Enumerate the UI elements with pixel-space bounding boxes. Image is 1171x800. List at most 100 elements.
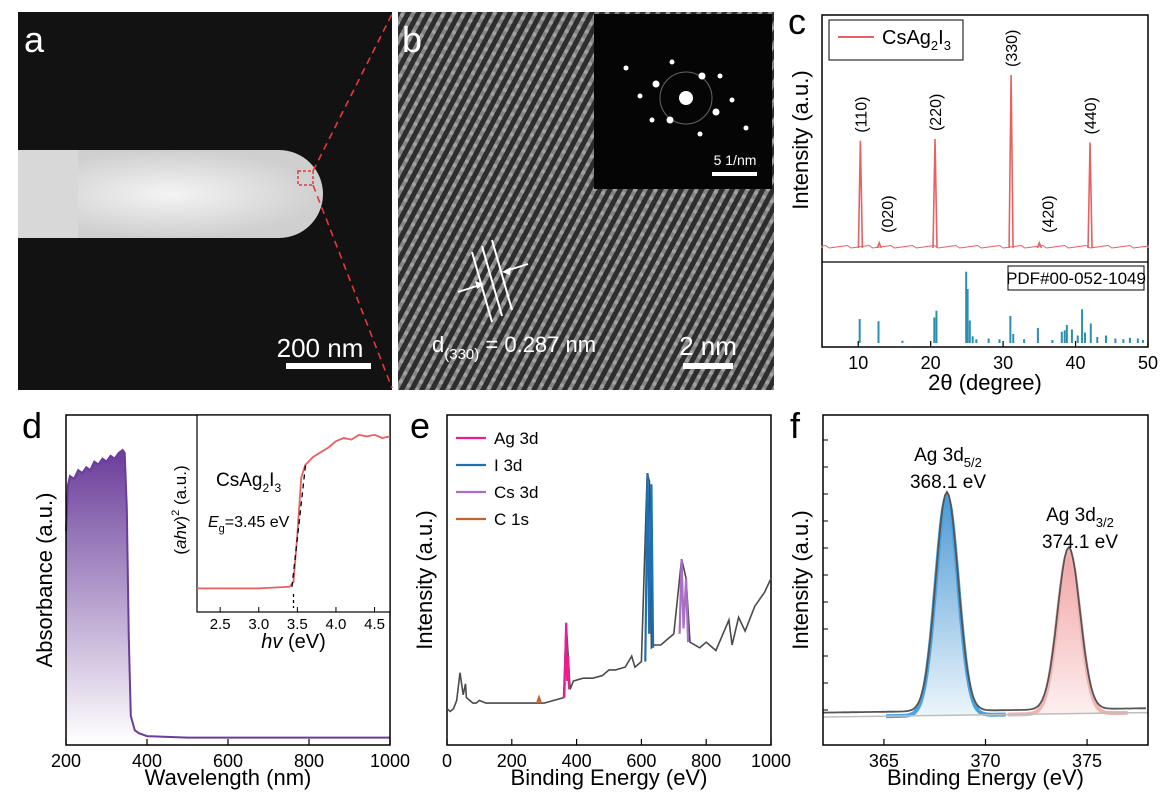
- survey-spectrum: [446, 472, 772, 713]
- fft-spot: [712, 108, 720, 116]
- absorbance-line: [65, 448, 390, 739]
- xrd-peak-label: (440): [1083, 97, 1100, 134]
- background-line: [822, 711, 1149, 718]
- inset-x-tick-label: 3.0: [248, 616, 269, 633]
- xrd-peak-label: (420): [1040, 195, 1057, 232]
- compound-sub: 2: [262, 481, 269, 495]
- inset-y-label-rest: (a.u.): [171, 465, 190, 509]
- x-tick-label-e: 1000: [751, 751, 791, 771]
- arrow-left-head: [475, 281, 484, 289]
- nanorod-left: [18, 150, 78, 238]
- highlight-ag-3d: [563, 622, 571, 698]
- fft-scale-bar: [712, 172, 757, 176]
- reference-label: PDF#00-052-1049: [1006, 269, 1146, 288]
- panel-b: 5 1/nm d(330) = 0.287 nm b 2 nm: [398, 12, 774, 390]
- fft-spot: [623, 65, 629, 71]
- panel-d: d 200 400 600 800 1000 Wavelength (nm) Absorba…: [22, 405, 410, 790]
- panel-a-scale-bar: [286, 363, 371, 369]
- nanorod: [18, 150, 323, 238]
- x-tick-label-e: 600: [626, 751, 656, 771]
- xrd-peak-label: (330): [1004, 30, 1021, 67]
- eg-rest: =3.45 eV: [225, 514, 290, 531]
- legend-label-c: CsAg2I3: [882, 27, 951, 53]
- x-axis-label-d: Wavelength (nm): [145, 765, 312, 790]
- x-tick-label-c: 10: [848, 353, 868, 373]
- fft-spot: [666, 116, 674, 124]
- inset-eg-label: Eg=3.45 eV: [208, 514, 290, 535]
- xrd-peak: [1008, 74, 1014, 249]
- inset-x-axis-label: hv (eV): [261, 631, 325, 653]
- fit-area-1: [1007, 551, 1128, 715]
- panel-a: a 200 nm: [18, 12, 393, 390]
- xrd-peak: [1087, 142, 1093, 249]
- panel-d-letter: d: [22, 405, 42, 446]
- xrd-peak: [1036, 240, 1043, 249]
- peak-annotation-value: 374.1 eV: [1042, 532, 1118, 553]
- x-tick-label-e: 400: [562, 751, 592, 771]
- legend-label-e: Ag 3d: [494, 429, 538, 448]
- absorbance-area: [66, 450, 390, 743]
- x-tick-label-c: 20: [921, 353, 941, 373]
- inset-y-label-sup: 2: [170, 510, 182, 516]
- plot-frame-f: [822, 414, 1149, 746]
- legend-label-main: CsAg: [882, 27, 931, 49]
- inset-x-tick-label: 2.5: [210, 616, 231, 633]
- x-tick-label-f: 365: [869, 751, 899, 771]
- d-spacing-label: d(330) = 0.287 nm: [432, 332, 596, 363]
- arrow-right-head: [502, 267, 511, 275]
- inset-y-axis-label: (ahv)2 (a.u.): [170, 465, 190, 554]
- x-tick-label-e: 200: [497, 751, 527, 771]
- inset-y-label-italic: ahv: [171, 520, 190, 549]
- x-tick-label-d: 400: [132, 751, 162, 771]
- panel-c-letter: c: [788, 1, 806, 42]
- legend-box-c: [828, 19, 964, 61]
- y-axis-label-c: Intensity (a.u.): [788, 70, 813, 209]
- annotation-sub: 3/2: [1096, 515, 1114, 530]
- eg-sub: g: [219, 523, 225, 535]
- compound-main: CsAg: [216, 470, 262, 491]
- x-tick-label-d: 200: [51, 751, 81, 771]
- x-tick-label-c: 30: [993, 353, 1013, 373]
- xrd-peak-label: (020): [880, 195, 897, 232]
- annotation-main: Ag 3d: [914, 445, 964, 466]
- panel-a-letter: a: [24, 19, 45, 60]
- inset-compound-label: CsAg2I3: [216, 470, 281, 495]
- fit-area-0: [886, 496, 1006, 717]
- highlight-cs-3d: [678, 559, 690, 643]
- panel-c: c (110) (020) (220) (330) (420) (440) PDF#00-0…: [788, 1, 1158, 395]
- raw-spectrum: [823, 490, 1146, 714]
- legend-label-mid: I: [938, 27, 944, 49]
- panel-e-letter: e: [410, 405, 430, 446]
- x-tick-label-f: 370: [970, 751, 1000, 771]
- x-tick-label-d: 800: [294, 751, 324, 771]
- panel-a-scale-label: 200 nm: [277, 333, 364, 363]
- xrd-peak: [932, 138, 938, 249]
- x-axis-label-c: 2θ (degree): [928, 370, 1042, 395]
- panel-f-letter: f: [790, 405, 801, 446]
- fft-spot: [729, 97, 735, 103]
- peak-annotation-value: 368.1 eV: [910, 472, 986, 493]
- x-axis-label-e: Binding Energy (eV): [511, 765, 708, 790]
- tauc-fit-line: [291, 461, 307, 587]
- reference-label-box: [1007, 265, 1145, 291]
- inset-x-tick-label: 4.5: [364, 616, 385, 633]
- annotation-main: Ag 3d: [1046, 505, 1096, 526]
- xrd-peak-label: (220): [928, 94, 945, 131]
- inset-y-label-part: (: [171, 549, 190, 555]
- xrd-peak: [857, 140, 864, 249]
- fringe-line-2: [481, 245, 503, 317]
- fft-spot: [717, 73, 723, 79]
- x-tick-label-c: 50: [1138, 353, 1158, 373]
- fft-spots: [623, 59, 749, 137]
- zoom-line-bottom: [312, 184, 393, 389]
- fft-spot: [649, 117, 655, 123]
- fringe-line-3: [491, 239, 513, 311]
- x-tick-label-d: 1000: [370, 751, 410, 771]
- panel-b-scale-bar: [683, 363, 733, 369]
- annotation-sub: 5/2: [964, 455, 982, 470]
- peak-annotation-name: Ag 3d3/2: [1046, 505, 1114, 530]
- inset-x-tick-label: 4.0: [326, 616, 347, 633]
- fft-center-spot: [679, 91, 693, 105]
- fft-scale-label: 5 1/nm: [714, 152, 757, 168]
